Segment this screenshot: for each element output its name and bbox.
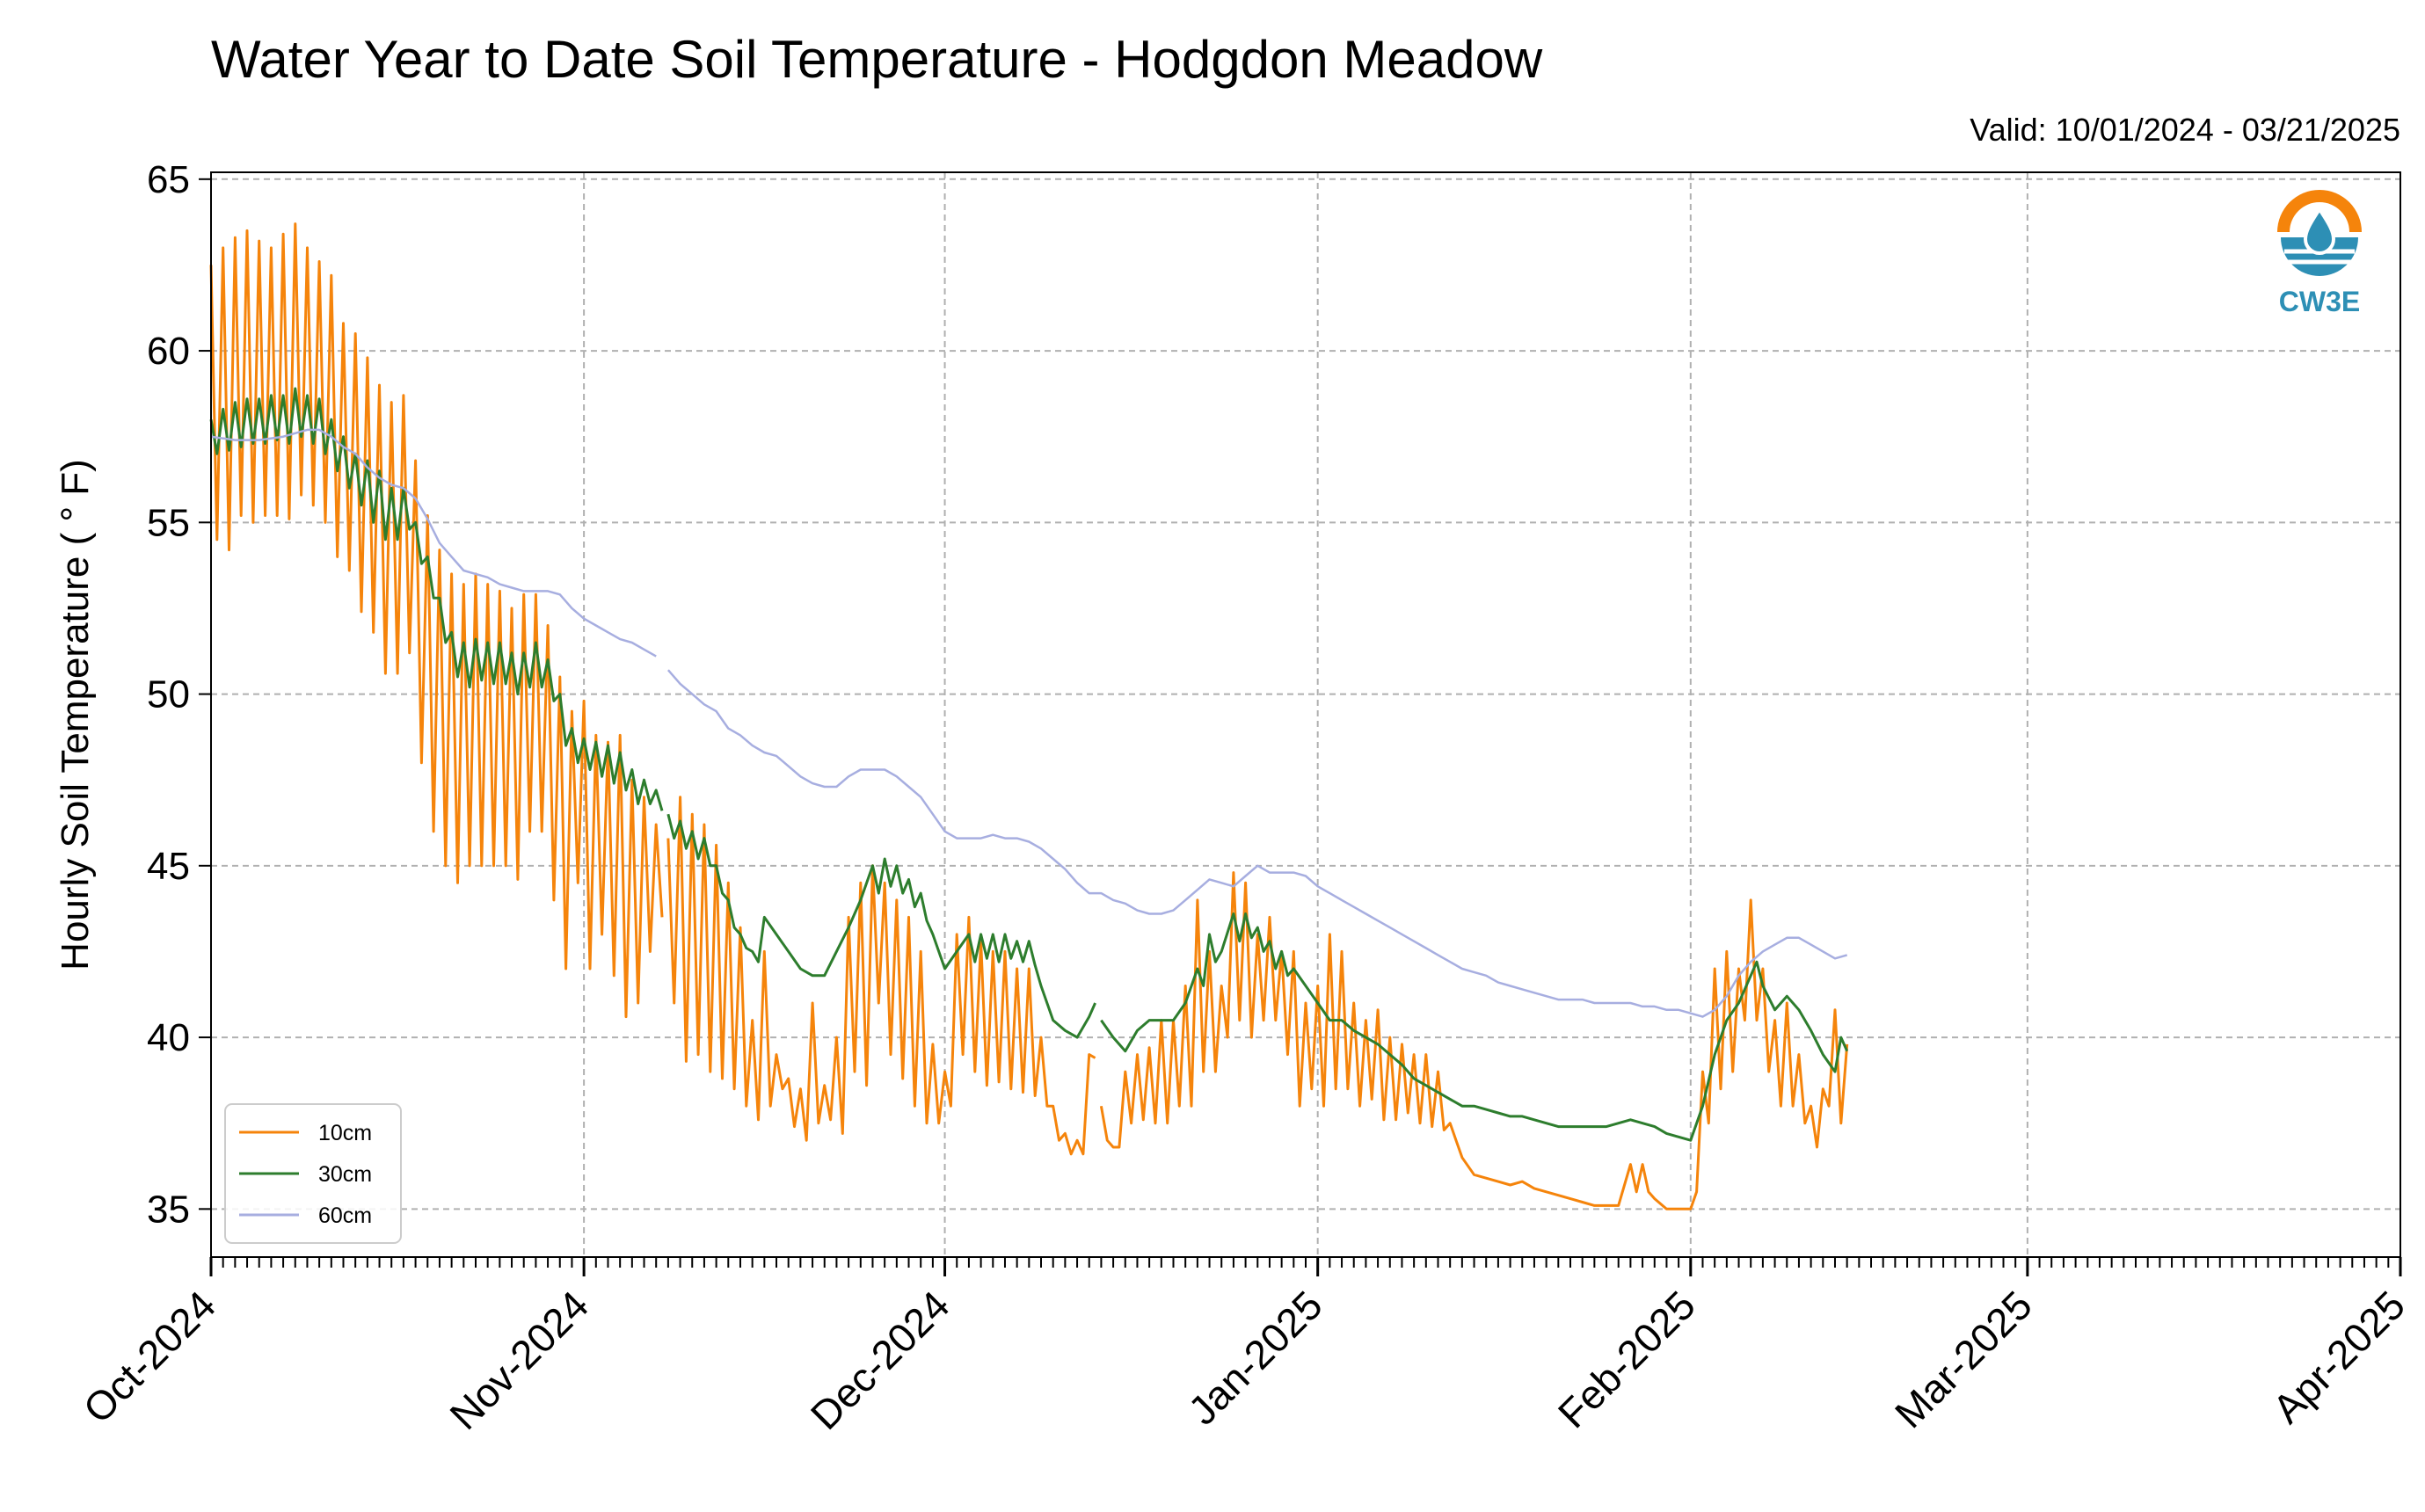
grid: [210, 172, 2401, 1257]
series-line-10cm: [666, 796, 1096, 1156]
y-tick-label: 50: [147, 673, 190, 716]
series-line-10cm: [209, 222, 664, 1019]
x-tick-label: Nov-2024: [441, 1282, 597, 1438]
series-line-30cm: [666, 813, 1096, 1039]
series-line-60cm: [210, 428, 657, 658]
y-tick-label: 55: [147, 501, 190, 544]
series-lines: [209, 222, 1849, 1210]
legend: 10cm 30cm 60cm: [224, 1103, 402, 1244]
logo-text: CW3E: [2279, 286, 2360, 317]
series-line-60cm: [666, 669, 1848, 1018]
x-tick-label: Dec-2024: [802, 1282, 958, 1438]
x-tick-label: Mar-2025: [1886, 1282, 2041, 1436]
x-tick-label: Apr-2025: [2263, 1282, 2414, 1432]
y-tick-label: 40: [147, 1016, 190, 1059]
valid-range-label: Valid: 10/01/2024 - 03/21/2025: [1970, 112, 2400, 148]
legend-label-30cm: 30cm: [318, 1162, 372, 1187]
legend-label-60cm: 60cm: [318, 1203, 372, 1228]
y-tick-label: 60: [147, 330, 190, 373]
y-axis-label: Hourly Soil Temperature ( ° F): [54, 459, 97, 970]
x-tick-label: Jan-2025: [1179, 1282, 1330, 1433]
logo-water: [2281, 237, 2358, 276]
series-line-10cm: [1099, 871, 1849, 1210]
x-tick-label: Oct-2024: [75, 1282, 225, 1432]
legend-label-10cm: 10cm: [318, 1121, 372, 1145]
cw3e-logo: CW3E: [2277, 190, 2362, 317]
series-line-30cm: [1100, 912, 1849, 1142]
legend-box: [224, 1103, 402, 1244]
y-axis: 35 40 45 50 55 60 65: [147, 158, 211, 1231]
x-tick-label: Feb-2025: [1549, 1282, 1704, 1436]
y-tick-label: 45: [147, 845, 190, 888]
y-tick-label: 35: [147, 1188, 190, 1231]
x-axis: Oct-2024 Nov-2024 Dec-2024 Jan-2025 Feb-2025…: [75, 1257, 2414, 1438]
series-line-30cm: [209, 387, 664, 811]
chart-title: Water Year to Date Soil Temperature - Ho…: [211, 30, 1543, 89]
y-tick-label: 65: [147, 158, 190, 201]
water-drop-icon: [2303, 206, 2336, 255]
